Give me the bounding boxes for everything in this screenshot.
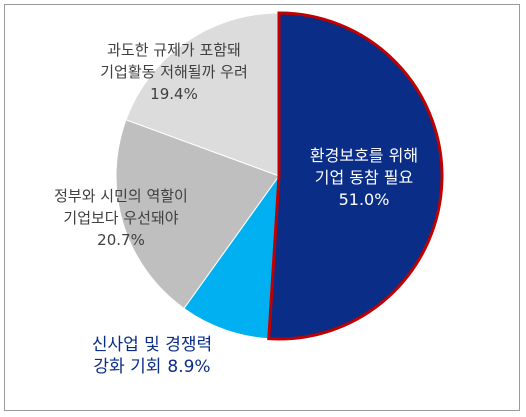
frame — [4, 4, 520, 411]
slice-label: 신사업 및 경쟁력 강화 기회 8.9% — [92, 334, 212, 378]
category-label: 환경보호를 위해 기업 동참 필요 — [309, 146, 419, 187]
slice-label: 정부와 시민의 역할이 기업보다 우선돼야 20.7% — [54, 185, 188, 251]
category-label: 정부와 시민의 역할이 기업보다 우선돼야 — [54, 187, 188, 227]
pie-slice — [267, 11, 444, 341]
category-label: 과도한 규제가 포함돼 기업활동 저해될까 우려 — [100, 41, 248, 81]
value-label: 20.7% — [97, 231, 145, 249]
pie-slice — [125, 12, 280, 177]
value-label: 19.4% — [150, 85, 198, 103]
slice-label: 과도한 규제가 포함돼 기업활동 저해될까 우려 19.4% — [100, 39, 248, 105]
value-label: 51.0% — [338, 190, 390, 209]
pie-slice — [115, 119, 280, 310]
value-label: 8.9% — [167, 357, 211, 377]
category-label: 신사업 및 경쟁력 강화 기회 — [91, 335, 213, 377]
pie-slice — [183, 174, 280, 340]
slice-label: 환경보호를 위해 기업 동참 필요 51.0% — [310, 145, 418, 211]
